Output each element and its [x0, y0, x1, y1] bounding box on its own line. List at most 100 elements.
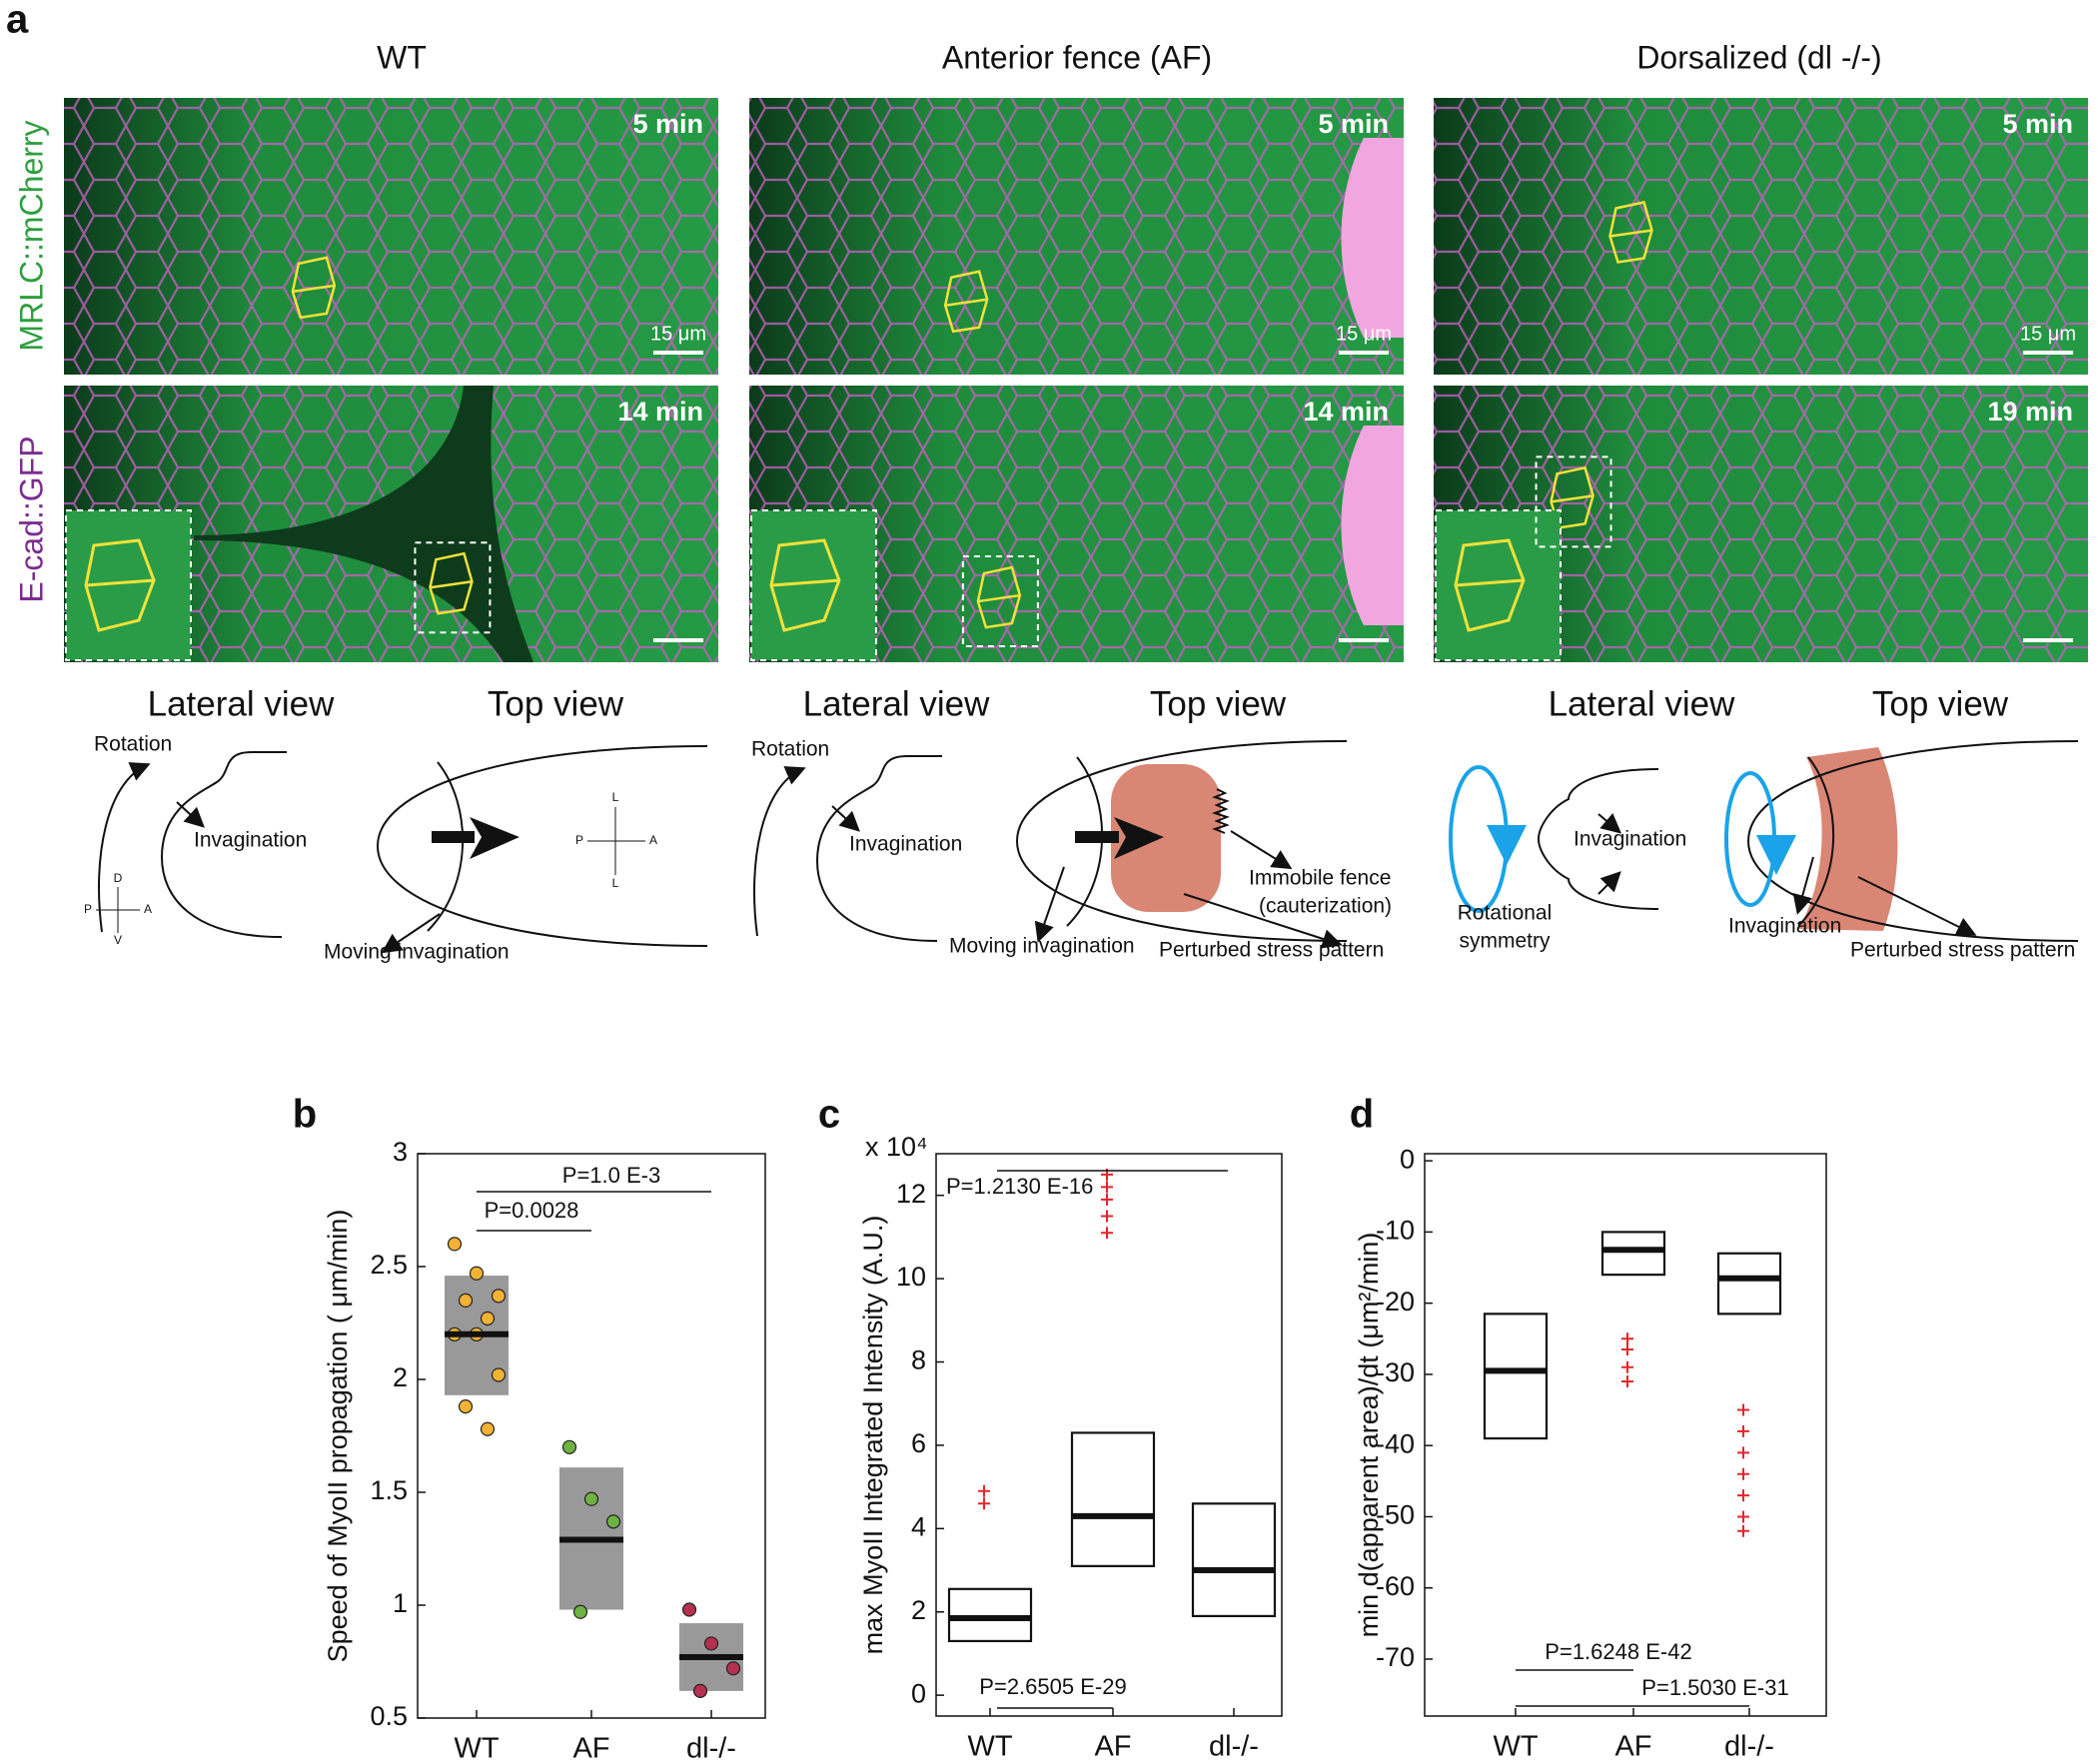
cell-outline — [1550, 465, 1594, 529]
diagram-label: Moving invagination — [949, 935, 1135, 958]
cell-outline — [1608, 201, 1653, 264]
panel-label: d — [1350, 1093, 1374, 1137]
diagram-label: Invagination — [194, 829, 307, 852]
y-tick-label: -30 — [1376, 1357, 1415, 1387]
plot-frame — [1424, 1153, 1827, 1717]
compass: A — [649, 833, 657, 847]
y-tick-label: 8 — [911, 1345, 926, 1375]
axis-multiplier: x 10⁴ — [865, 1132, 928, 1162]
y-tick-label: 1.5 — [370, 1475, 408, 1505]
x-tick-label: dl-/- — [1209, 1731, 1259, 1763]
row-label: E-cad::GFP — [13, 436, 49, 602]
outlier — [978, 1484, 990, 1497]
panel-label: b — [293, 1093, 317, 1137]
y-tick-label: -10 — [1376, 1216, 1415, 1246]
compass: V — [114, 933, 122, 947]
x-tick-label: AF — [1614, 1731, 1651, 1763]
compass: D — [114, 871, 123, 885]
diagram-title: Lateral view — [148, 684, 335, 723]
diagram-af: Lateral view Top view Rotation Invaginat… — [751, 684, 1392, 961]
panel-label: c — [818, 1093, 840, 1137]
outlier — [1101, 1210, 1113, 1223]
outlier — [1621, 1375, 1633, 1388]
y-tick-label: 10 — [896, 1262, 926, 1292]
column-title: Anterior fence (AF) — [942, 39, 1212, 75]
outlier — [1101, 1181, 1113, 1194]
box — [1483, 1313, 1549, 1440]
x-tick-label: WT — [967, 1731, 1012, 1763]
scale-bar-label: 15 μm — [650, 323, 706, 345]
outlier — [1737, 1510, 1749, 1523]
x-tick-label: dl-/- — [1724, 1731, 1774, 1763]
cell-outline — [769, 538, 841, 632]
data-point — [703, 1636, 719, 1651]
time-label: 5 min — [2002, 109, 2073, 139]
diagram-label: Rotation — [751, 738, 829, 761]
compass: A — [144, 902, 152, 916]
box — [947, 1587, 1033, 1643]
y-tick-label: 2.5 — [370, 1250, 408, 1280]
inset-source — [414, 541, 492, 634]
data-point — [480, 1311, 496, 1326]
p-value: P=1.2130 E-16 — [946, 1174, 1093, 1199]
cell-outline — [976, 565, 1022, 629]
cell-outline — [943, 270, 989, 334]
column-title: Dorsalized (dl -/-) — [1636, 39, 1881, 75]
time-label: 5 min — [1318, 109, 1389, 139]
y-tick-label: 2 — [393, 1362, 408, 1392]
data-point — [681, 1602, 697, 1617]
row-label: MRLC::mCherry — [13, 120, 49, 351]
y-tick-label: 0.5 — [370, 1701, 408, 1731]
y-tick-label: 1 — [393, 1588, 408, 1618]
diagram-title: Top view — [488, 684, 624, 723]
y-tick-label: -20 — [1376, 1287, 1415, 1317]
y-tick-label: 3 — [393, 1137, 408, 1167]
compass: L — [612, 876, 619, 890]
data-point — [469, 1266, 485, 1281]
y-axis-label: min d(apparent area)/dt (μm²/min) — [1354, 1233, 1384, 1638]
data-point — [572, 1604, 588, 1619]
cell-pattern — [749, 98, 1404, 375]
data-point — [480, 1421, 496, 1436]
outlier — [1737, 1524, 1749, 1537]
diagram-title: Top view — [1872, 684, 2009, 723]
y-tick-label: -60 — [1376, 1571, 1415, 1601]
diagram-label: Perturbed stress pattern — [1159, 939, 1384, 962]
outlier — [1101, 1193, 1113, 1206]
diagram-title: Top view — [1150, 684, 1287, 723]
y-tick-label: 6 — [911, 1428, 926, 1458]
x-tick-label: WT — [1493, 1731, 1538, 1763]
y-tick-label: 4 — [911, 1511, 926, 1541]
outlier — [1737, 1424, 1749, 1437]
box — [1600, 1231, 1666, 1277]
diagram-label: Rotational — [1458, 902, 1553, 925]
diagram-label: (cauterization) — [1259, 895, 1392, 918]
x-tick-label: WT — [454, 1733, 499, 1764]
outlier — [1621, 1342, 1633, 1355]
cell-pattern — [1434, 98, 2088, 375]
y-tick-label: 2 — [911, 1595, 926, 1625]
y-axis-label: max MyoII Integrated Intensity (A.U.) — [858, 1216, 888, 1655]
data-point — [725, 1661, 741, 1676]
cauterization — [1341, 426, 1404, 625]
p-value: P=1.0 E-3 — [562, 1163, 660, 1188]
cell-pattern — [64, 98, 718, 375]
outlier — [1737, 1489, 1749, 1502]
y-tick-label: 12 — [896, 1179, 926, 1209]
compass: P — [84, 902, 92, 916]
compass: L — [612, 790, 619, 804]
diagram-label: Moving invagination — [324, 941, 510, 964]
inset-source — [961, 555, 1039, 648]
p-value: P=1.6248 E-42 — [1545, 1639, 1691, 1664]
outlier — [978, 1497, 990, 1510]
scale-bar-label: 15 μm — [2020, 323, 2076, 345]
diagram-title: Lateral view — [803, 684, 990, 723]
cauterization — [1341, 138, 1404, 338]
compass: P — [575, 833, 583, 847]
outlier — [1621, 1360, 1633, 1373]
furrow — [194, 386, 533, 662]
diagram-label: Rotation — [94, 733, 172, 756]
plot-frame — [935, 1153, 1283, 1717]
diagram-label: Invagination — [849, 833, 962, 856]
diagram-label: symmetry — [1460, 930, 1551, 953]
